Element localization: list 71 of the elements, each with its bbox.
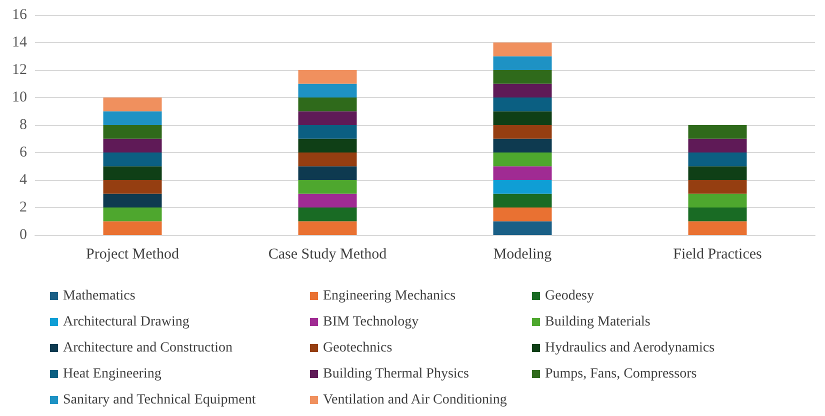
bar [103,221,162,235]
bar [493,138,552,152]
bar [103,208,162,222]
legend-label: Building Materials [545,314,650,330]
bar [493,70,552,84]
legend-label: Hydraulics and Aerodynamics [545,340,715,356]
y-tick-label: 8 [20,117,27,133]
y-tick-label: 12 [12,62,27,78]
y-tick-label: 0 [20,227,27,243]
bar [298,111,357,125]
bar [688,166,747,180]
bar [103,152,162,166]
bar [298,98,357,112]
bar [493,84,552,98]
bar [298,208,357,222]
legend-label: Geotechnics [323,340,392,356]
x-tick-label: Case Study Method [268,246,388,262]
bar [298,84,357,98]
legend-label: BIM Technology [323,314,419,330]
legend-label: Pumps, Fans, Compressors [545,366,697,382]
bar [298,166,357,180]
bar [493,180,552,194]
legend-label: Ventilation and Air Conditioning [323,392,507,408]
bar [688,194,747,208]
y-tick-label: 14 [12,34,28,50]
bar [493,56,552,70]
bar [298,138,357,152]
bar [688,152,747,166]
bar [298,70,357,84]
bar [688,221,747,235]
bar [103,111,162,125]
y-tick-label: 10 [12,90,27,106]
legend-label: Heat Engineering [63,366,162,382]
bar [688,125,747,139]
bar [493,125,552,139]
bar [493,194,552,208]
x-tick-label: Field Practices [673,246,762,262]
y-tick-label: 4 [20,172,28,188]
bar [103,125,162,139]
bar [493,221,552,235]
bar [493,111,552,125]
bar [493,208,552,222]
bar [688,180,747,194]
bar [688,138,747,152]
legend-label: Mathematics [63,288,136,304]
legend-label: Engineering Mechanics [323,288,456,304]
bar [493,166,552,180]
bar [103,98,162,112]
bar [493,42,552,56]
bar [298,125,357,139]
bar [298,221,357,235]
legend-label: Building Thermal Physics [323,366,469,382]
bar [298,194,357,208]
x-tick-label: Modeling [493,246,552,262]
bar [103,138,162,152]
legend-label: Architecture and Construction [63,340,233,356]
x-tick-label: Project Method [86,246,180,262]
y-tick-label: 16 [12,7,28,23]
y-tick-label: 2 [20,200,27,216]
bar [103,180,162,194]
bar [298,180,357,194]
bar [298,152,357,166]
legend-label: Geodesy [545,288,594,304]
bar [493,152,552,166]
bar [103,194,162,208]
bar [103,166,162,180]
bar [493,98,552,112]
legend-label: Architectural Drawing [63,314,190,330]
y-tick-label: 6 [20,144,28,160]
legend-label: Sanitary and Technical Equipment [63,392,256,408]
bar [688,208,747,222]
